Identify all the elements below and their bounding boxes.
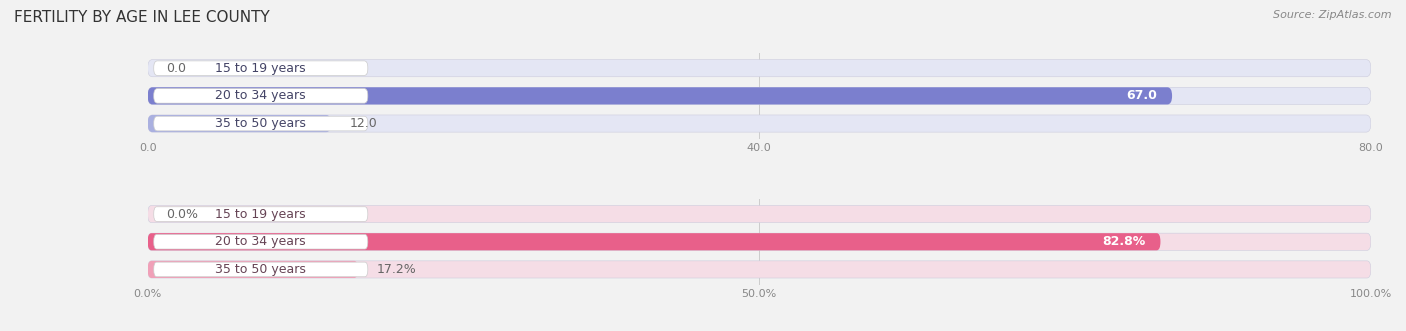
Text: 0.0%: 0.0% bbox=[166, 208, 198, 220]
Text: 12.0: 12.0 bbox=[350, 117, 377, 130]
Text: 67.0: 67.0 bbox=[1126, 89, 1157, 102]
FancyBboxPatch shape bbox=[148, 115, 1371, 132]
Text: 35 to 50 years: 35 to 50 years bbox=[215, 117, 307, 130]
FancyBboxPatch shape bbox=[148, 60, 1371, 77]
Text: 20 to 34 years: 20 to 34 years bbox=[215, 89, 307, 102]
Text: 35 to 50 years: 35 to 50 years bbox=[215, 263, 307, 276]
FancyBboxPatch shape bbox=[148, 233, 1160, 250]
FancyBboxPatch shape bbox=[153, 234, 368, 249]
Text: 15 to 19 years: 15 to 19 years bbox=[215, 62, 307, 75]
Text: 0.0: 0.0 bbox=[166, 62, 186, 75]
Text: FERTILITY BY AGE IN LEE COUNTY: FERTILITY BY AGE IN LEE COUNTY bbox=[14, 10, 270, 25]
FancyBboxPatch shape bbox=[153, 89, 368, 103]
FancyBboxPatch shape bbox=[153, 207, 368, 221]
FancyBboxPatch shape bbox=[148, 87, 1173, 105]
Text: 15 to 19 years: 15 to 19 years bbox=[215, 208, 307, 220]
Text: 17.2%: 17.2% bbox=[377, 263, 416, 276]
FancyBboxPatch shape bbox=[148, 233, 1371, 250]
Text: 82.8%: 82.8% bbox=[1102, 235, 1146, 248]
Text: 20 to 34 years: 20 to 34 years bbox=[215, 235, 307, 248]
FancyBboxPatch shape bbox=[148, 261, 359, 278]
FancyBboxPatch shape bbox=[148, 261, 1371, 278]
FancyBboxPatch shape bbox=[153, 61, 368, 75]
Text: Source: ZipAtlas.com: Source: ZipAtlas.com bbox=[1274, 10, 1392, 20]
FancyBboxPatch shape bbox=[148, 87, 1371, 105]
FancyBboxPatch shape bbox=[153, 262, 368, 277]
FancyBboxPatch shape bbox=[148, 115, 330, 132]
FancyBboxPatch shape bbox=[148, 206, 1371, 223]
FancyBboxPatch shape bbox=[153, 116, 368, 131]
